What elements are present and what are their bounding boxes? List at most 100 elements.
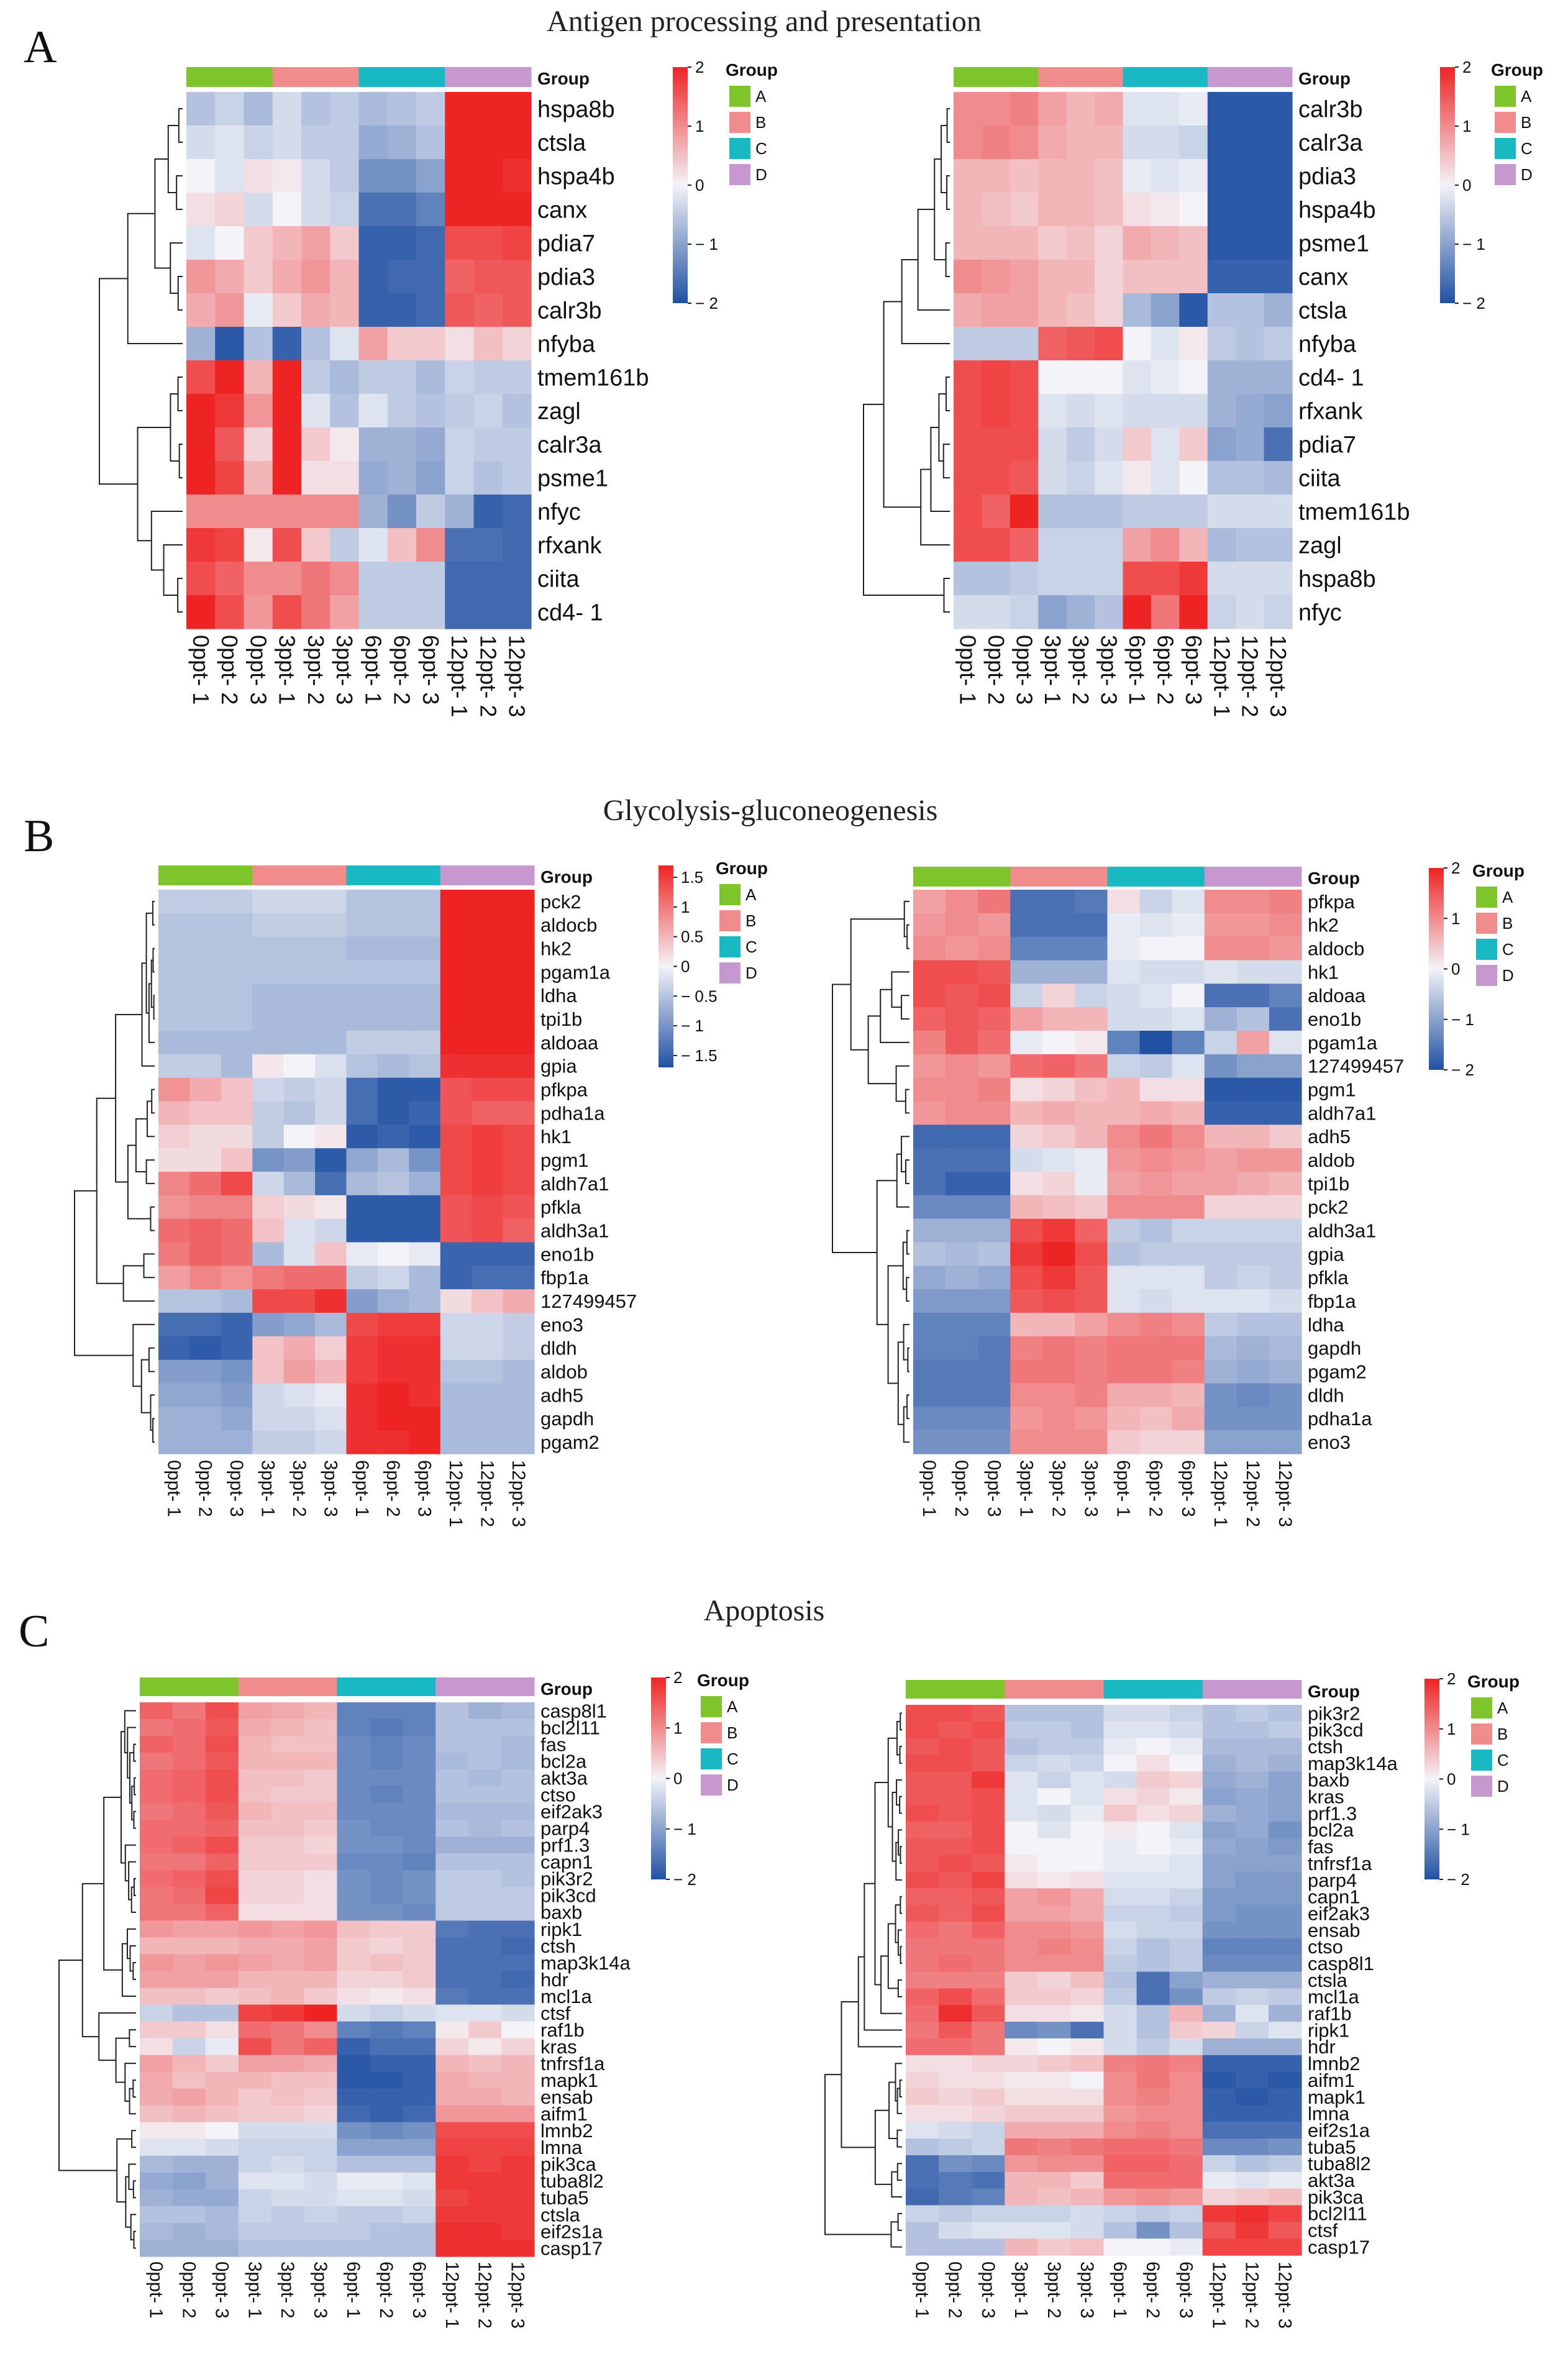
row-label: aldocb	[1308, 938, 1364, 959]
cell	[189, 1313, 222, 1337]
cell	[946, 1007, 978, 1031]
cell	[1169, 1971, 1203, 1989]
cell	[1123, 595, 1152, 629]
cell	[172, 2222, 206, 2240]
cell	[1005, 1988, 1038, 2006]
cell	[1172, 960, 1205, 984]
cell	[939, 2222, 972, 2239]
cell	[502, 427, 532, 462]
group-bar-b	[238, 1677, 337, 1696]
cell	[189, 1218, 222, 1243]
cell	[1103, 2055, 1137, 2073]
cell	[416, 461, 445, 495]
group-legend-label-c: C	[1521, 139, 1533, 158]
cell	[1066, 260, 1095, 294]
cell	[1037, 1788, 1072, 1805]
cell	[377, 1148, 409, 1172]
cell	[473, 562, 503, 596]
cell	[1169, 1788, 1203, 1805]
cell	[1066, 92, 1095, 126]
cell	[1236, 293, 1265, 327]
cell	[346, 913, 378, 938]
cell	[272, 126, 302, 160]
cell	[140, 1803, 173, 1820]
cell	[1236, 1218, 1270, 1243]
cell	[330, 126, 360, 160]
cell	[158, 1289, 191, 1313]
cell	[1139, 1101, 1173, 1125]
cell	[403, 2206, 436, 2224]
sample-label: 6ppt- 1	[343, 2261, 363, 2319]
cell	[1038, 562, 1067, 596]
row-label: mcl1a	[540, 1986, 592, 2007]
cell	[1236, 595, 1265, 629]
row-label: ripk1	[540, 1919, 582, 1940]
cell	[221, 1125, 253, 1149]
cell	[939, 2071, 972, 2089]
row-label: hk1	[1308, 961, 1339, 983]
cell	[1037, 2055, 1072, 2073]
cell	[1070, 2055, 1105, 2073]
panel-letter-b: B	[24, 811, 54, 862]
cell	[304, 1954, 338, 1972]
cell	[1070, 1705, 1105, 1722]
cell	[1179, 595, 1208, 629]
cell	[221, 1266, 253, 1290]
cell	[158, 1054, 191, 1079]
cell	[1207, 92, 1236, 126]
cell	[946, 936, 978, 961]
cell	[1042, 1054, 1076, 1079]
cell	[346, 1407, 378, 1431]
cell	[304, 2004, 338, 2022]
cell	[1005, 1738, 1038, 1756]
cell	[1136, 1721, 1170, 1739]
cell	[252, 1242, 285, 1266]
cell	[370, 1736, 403, 1753]
cell	[186, 193, 216, 227]
row-label: pik3r2	[1308, 1702, 1360, 1724]
cell	[1038, 193, 1067, 227]
cell	[1037, 2188, 1072, 2206]
group-bar-d	[1202, 1680, 1302, 1699]
cell	[370, 1769, 403, 1787]
cell	[939, 1871, 972, 1889]
cell	[913, 1148, 946, 1172]
cell	[1179, 461, 1208, 495]
cell	[215, 92, 245, 126]
cell	[906, 2138, 939, 2156]
group-legend-label-a: A	[755, 87, 767, 106]
cell	[403, 2055, 436, 2073]
row-label: tnfrsf1a	[540, 2053, 605, 2074]
sample-label: 3ppt- 2	[277, 2261, 298, 2319]
cell	[1169, 2171, 1203, 2189]
cell	[416, 293, 445, 327]
cell	[440, 1218, 472, 1243]
cell	[1268, 1721, 1302, 1739]
cell	[221, 1289, 253, 1313]
sample-label: 12ppt- 1	[1210, 1460, 1231, 1527]
cell	[1169, 2105, 1203, 2122]
cell	[346, 1172, 378, 1196]
cell	[158, 1031, 191, 1055]
cell	[315, 1266, 347, 1290]
cell	[140, 1937, 173, 1955]
cell	[978, 1218, 1011, 1243]
cell	[472, 1077, 504, 1102]
group-legend-swatch-d	[1471, 1776, 1492, 1797]
cell	[1264, 495, 1293, 529]
cell	[377, 1031, 409, 1055]
cell	[468, 2239, 502, 2257]
row-label: akt3a	[1308, 2170, 1356, 2191]
cell	[1202, 2005, 1236, 2022]
cell	[272, 327, 302, 361]
color-tick-label: 1	[681, 898, 690, 916]
cell	[1107, 1407, 1141, 1431]
cell	[272, 193, 302, 227]
cell	[346, 960, 378, 984]
cell	[271, 2004, 305, 2022]
color-tick-label: 1	[1451, 909, 1460, 928]
cell	[304, 1719, 338, 1736]
cell	[906, 2022, 939, 2039]
cell	[1095, 193, 1124, 227]
color-tick-label: − 2	[1451, 1061, 1474, 1079]
